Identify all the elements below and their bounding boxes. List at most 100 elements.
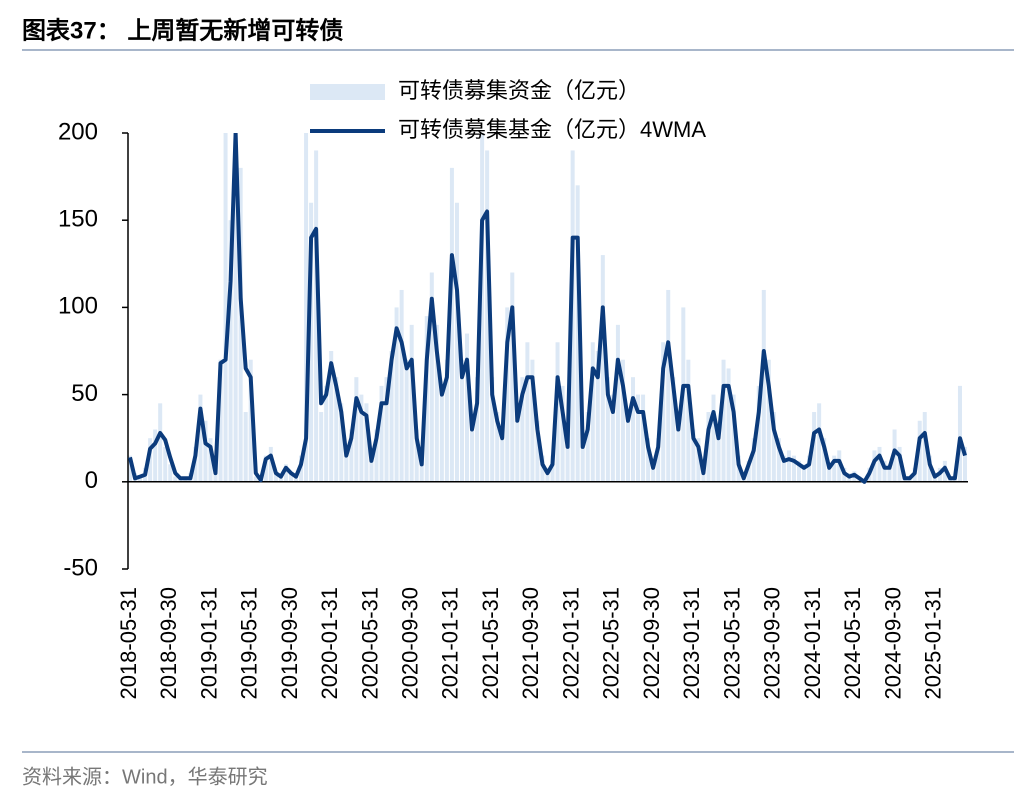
bar <box>314 150 319 482</box>
bar <box>631 377 636 482</box>
bar <box>389 351 394 482</box>
bar <box>781 455 786 482</box>
bar <box>128 455 132 482</box>
x-tick-label: 2018-05-31 <box>116 587 141 700</box>
x-tick-label: 2023-05-31 <box>719 587 744 700</box>
bar <box>465 333 470 482</box>
bar <box>158 403 163 482</box>
bar <box>761 289 766 482</box>
bar <box>475 377 480 482</box>
bar <box>374 429 379 482</box>
bar <box>273 473 278 482</box>
bar <box>595 351 600 482</box>
legend-swatch <box>310 84 385 100</box>
bar <box>530 359 535 482</box>
legend-label: 可转债募集资金（亿元） <box>398 78 640 103</box>
y-tick-label: 50 <box>71 380 98 407</box>
bar <box>203 420 208 482</box>
x-tick-label: 2020-01-31 <box>317 587 342 700</box>
bar <box>434 324 439 482</box>
bar <box>334 377 339 482</box>
x-tick-label: 2021-09-30 <box>518 587 543 700</box>
source: 资料来源：Wind，华泰研究 <box>22 765 268 788</box>
bar <box>615 324 620 482</box>
bar <box>520 377 525 482</box>
bar <box>802 464 807 482</box>
bar <box>666 289 671 482</box>
bar <box>641 394 646 482</box>
bar <box>746 460 751 482</box>
bar <box>470 420 475 482</box>
y-tick-label: 200 <box>58 118 98 145</box>
bar <box>208 438 213 482</box>
bar <box>228 220 233 482</box>
bar <box>248 359 253 482</box>
x-tick-label: 2020-09-30 <box>397 587 422 700</box>
bar <box>771 412 776 482</box>
bar <box>354 377 359 482</box>
bar <box>278 476 283 482</box>
bar <box>716 429 721 482</box>
bar <box>696 438 701 482</box>
bar <box>223 133 228 482</box>
x-tick-label: 2022-09-30 <box>639 587 664 700</box>
bar <box>148 438 153 482</box>
bar <box>339 403 344 482</box>
bar <box>449 167 454 482</box>
bar <box>656 438 661 482</box>
bar <box>369 455 374 482</box>
bar <box>379 385 384 482</box>
bar <box>791 455 796 482</box>
bar <box>776 438 781 482</box>
bar <box>620 359 625 482</box>
bar <box>359 394 364 482</box>
bar <box>575 185 580 482</box>
bar <box>797 460 802 482</box>
x-tick-label: 2019-05-31 <box>237 587 262 700</box>
bar <box>163 446 168 482</box>
y-tick-label: 150 <box>58 206 98 233</box>
bar <box>419 455 424 482</box>
bar <box>676 412 681 482</box>
bar <box>490 377 495 482</box>
bar <box>731 394 736 482</box>
bar <box>324 385 329 482</box>
bar <box>691 429 696 482</box>
bar <box>756 385 761 482</box>
x-tick-label: 2020-05-31 <box>357 587 382 700</box>
bar <box>686 359 691 482</box>
bar <box>349 429 354 482</box>
y-tick-label: -50 <box>63 554 98 581</box>
line <box>128 133 967 484</box>
bar <box>585 412 590 482</box>
bar <box>344 446 349 482</box>
bar <box>887 464 892 482</box>
x-tick-label: 2021-01-31 <box>438 587 463 700</box>
bar <box>153 429 158 482</box>
bar <box>525 342 530 482</box>
bar <box>263 455 268 482</box>
x-tick-label: 2025-01-31 <box>921 587 946 700</box>
bar <box>439 385 444 482</box>
bar <box>812 412 817 482</box>
x-tick-label: 2019-09-30 <box>277 587 302 700</box>
bar <box>304 133 309 482</box>
x-tick-label: 2022-01-31 <box>558 587 583 700</box>
bar <box>505 307 510 482</box>
bar <box>253 476 258 482</box>
x-tick-label: 2024-01-31 <box>800 587 825 700</box>
bar <box>600 255 605 482</box>
bar <box>394 307 399 482</box>
x-tick-label: 2023-09-30 <box>760 587 785 700</box>
x-tick-label: 2019-01-31 <box>196 587 221 700</box>
bar <box>882 460 887 482</box>
bar <box>480 133 485 482</box>
bar <box>495 412 500 482</box>
bar <box>329 351 334 482</box>
bar <box>364 403 369 482</box>
bar <box>500 429 505 482</box>
bar <box>414 429 419 482</box>
bar <box>454 202 459 482</box>
bar <box>384 377 389 482</box>
